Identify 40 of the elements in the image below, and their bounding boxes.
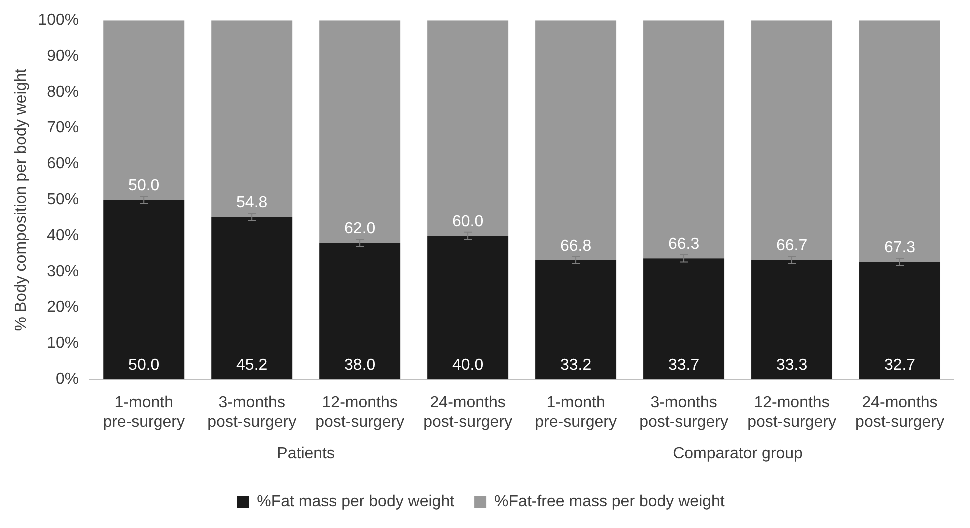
y-tick-label: 20% xyxy=(47,299,80,316)
x-tick-label: 3-months post-surgery xyxy=(640,394,728,431)
data-label: 50.0 xyxy=(128,357,160,374)
data-label: 62.0 xyxy=(344,220,376,238)
y-tick-label: 100% xyxy=(38,12,80,30)
data-label: 33.3 xyxy=(776,357,808,374)
x-tick-label: 1-month pre-surgery xyxy=(103,394,186,431)
data-label: 45.2 xyxy=(236,357,268,374)
data-label: 38.0 xyxy=(344,357,376,374)
x-tick-label: 3-months post-surgery xyxy=(208,394,297,431)
data-label: 66.8 xyxy=(560,238,592,255)
data-label: 50.0 xyxy=(128,178,160,195)
x-tick-label: 12-months post-surgery xyxy=(748,394,836,431)
text: Patients xyxy=(277,445,335,462)
data-label: 33.7 xyxy=(668,357,700,374)
y-axis-title: % Body composition per body weight xyxy=(13,68,30,332)
y-tick-label: 50% xyxy=(47,192,80,209)
legend-label: %Fat mass per body weight xyxy=(257,493,456,510)
data-label: 54.8 xyxy=(236,194,268,212)
text: Comparator group xyxy=(673,445,804,462)
x-tick-label: 12-months post-surgery xyxy=(316,394,405,431)
data-label: 66.3 xyxy=(668,236,700,254)
data-label: 33.2 xyxy=(560,357,592,374)
x-tick-label: 1-month pre-surgery xyxy=(535,394,617,431)
data-label: 32.7 xyxy=(884,357,916,374)
y-tick-label: 80% xyxy=(47,84,80,101)
x-tick-label: 24-months post-surgery xyxy=(424,394,513,431)
y-tick-label: 0% xyxy=(56,371,80,388)
y-tick-label: 10% xyxy=(47,335,80,352)
y-tick-label: 60% xyxy=(47,156,80,173)
y-tick-label: 90% xyxy=(47,48,80,65)
data-label: 67.3 xyxy=(884,240,916,257)
y-tick-label: 40% xyxy=(47,227,80,244)
legend-label: %Fat-free mass per body weight xyxy=(494,493,726,510)
y-tick-label: 70% xyxy=(47,120,80,137)
data-label: 60.0 xyxy=(452,213,484,230)
data-label: 66.7 xyxy=(776,237,808,254)
data-label: 40.0 xyxy=(452,357,484,374)
y-tick-label: 30% xyxy=(47,263,80,280)
x-tick-label: 24-months post-surgery xyxy=(856,394,944,431)
